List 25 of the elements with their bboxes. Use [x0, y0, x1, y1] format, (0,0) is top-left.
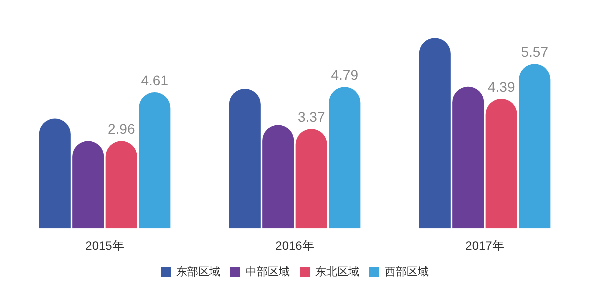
data-label: 3.37: [298, 108, 326, 125]
x-tick-label: 2017年: [466, 239, 504, 254]
bar: [486, 99, 518, 229]
legend-label: 中部区域: [246, 265, 290, 278]
data-label: 4.39: [488, 78, 516, 95]
bar: [106, 141, 138, 229]
x-tick-label: 2015年: [86, 239, 124, 254]
data-label: 4.79: [331, 67, 359, 84]
bar: [229, 89, 261, 229]
bar: [39, 118, 71, 229]
legend-label: 东部区域: [176, 265, 220, 278]
data-label: 4.61: [141, 72, 169, 88]
bar: [452, 86, 484, 229]
data-label: 5.57: [521, 44, 549, 60]
bar: [329, 87, 361, 229]
bar: [419, 38, 451, 229]
bar: [262, 125, 294, 229]
data-label: 2.96: [108, 121, 136, 138]
legend-label: 东北区域: [316, 265, 360, 278]
bar: [72, 141, 104, 229]
bar: [296, 129, 328, 229]
x-tick-label: 2016年: [276, 239, 314, 254]
legend-label: 西部区域: [385, 265, 429, 278]
bar: [519, 64, 551, 229]
bar: [139, 92, 171, 229]
